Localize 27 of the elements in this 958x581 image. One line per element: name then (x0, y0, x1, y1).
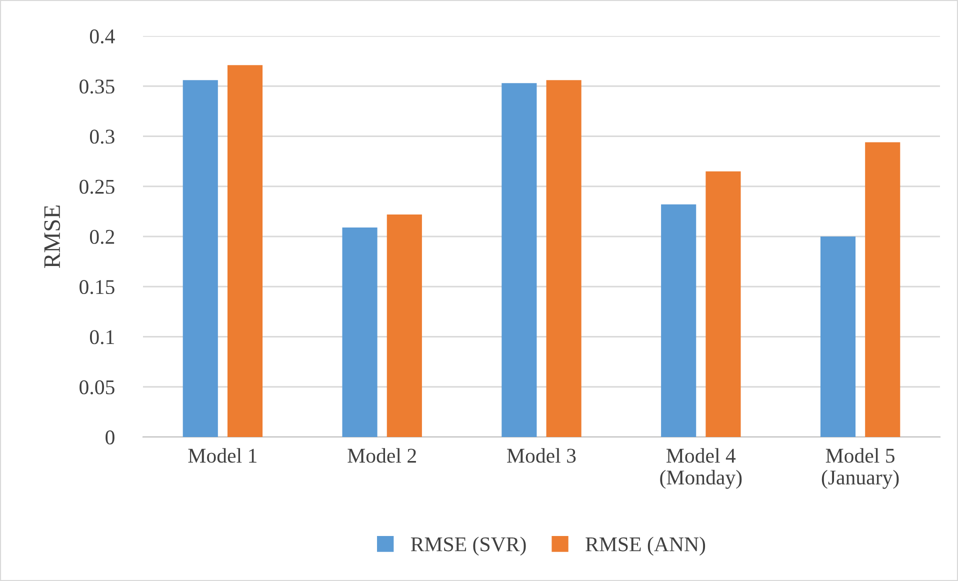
bar (227, 65, 263, 437)
y-tick-label: 0 (106, 430, 114, 444)
y-tick-label: 0.05 (80, 380, 114, 394)
y-tick-label: 0.4 (90, 29, 115, 44)
y-tick-label: 0.2 (90, 230, 114, 244)
x-tick-label: Model 5 (January) (822, 448, 899, 489)
y-tick-label: 0.1 (90, 330, 114, 344)
y-tick-label: 0.15 (80, 280, 114, 294)
bar (182, 80, 218, 437)
bar (661, 204, 696, 437)
bar (342, 227, 378, 437)
x-tick-label: Model 1 (188, 448, 256, 463)
legend-label: RMSE (ANN) (586, 536, 706, 556)
x-tick-label: Model 2 (348, 448, 416, 463)
bar (546, 80, 582, 437)
y-tick-label: 0.3 (90, 130, 114, 144)
bar (502, 83, 537, 437)
legend-label: RMSE (SVR) (410, 536, 526, 556)
x-tick-label: Model 4 (Monday) (660, 448, 742, 489)
bar (386, 214, 422, 437)
y-axis-title: RMSE (44, 206, 60, 268)
y-tick-label: 0.35 (80, 80, 114, 94)
bar (706, 171, 741, 437)
y-tick-label: 0.25 (80, 180, 114, 194)
bar (865, 142, 900, 437)
x-tick-label: Model 3 (507, 448, 576, 463)
bar (820, 236, 856, 437)
